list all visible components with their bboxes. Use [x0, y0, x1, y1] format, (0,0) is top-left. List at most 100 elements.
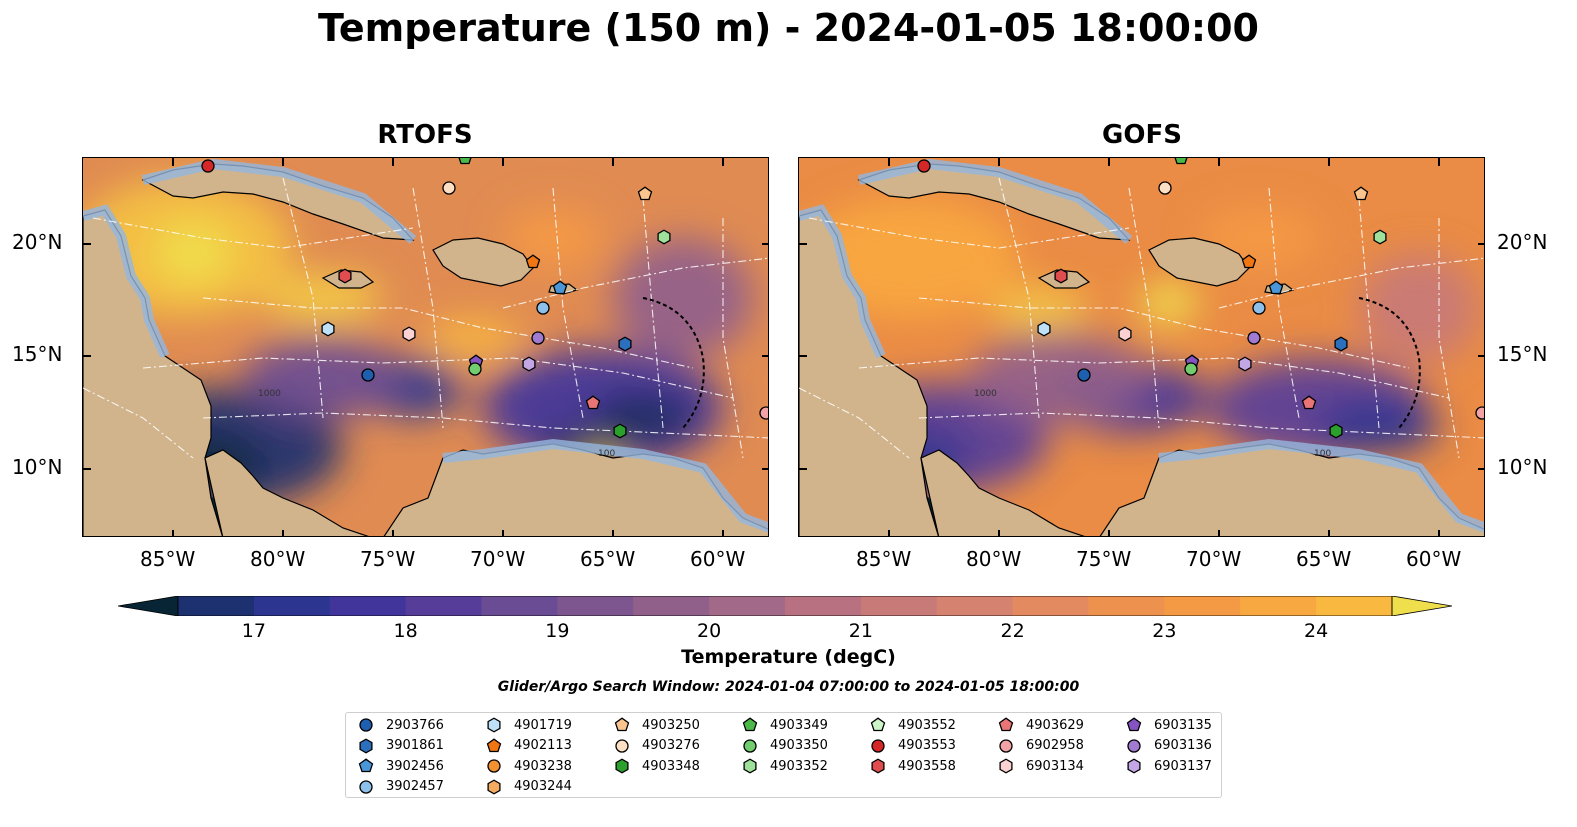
float-marker-6903134 — [1118, 326, 1132, 342]
eez-boundary — [282, 177, 324, 419]
float-marker-4902113 — [525, 254, 541, 269]
legend-marker — [871, 758, 885, 774]
isobath-label: 100 — [1314, 449, 1331, 459]
legend-item-4903352: 4903352 — [742, 758, 828, 774]
legend-marker — [487, 717, 501, 733]
legend-item-6903135: 6903135 — [1126, 717, 1212, 733]
legend-item-2903766: 2903766 — [358, 717, 444, 733]
land-mass — [1148, 237, 1250, 287]
legend-label: 4902113 — [514, 738, 572, 753]
lon-tick-label: 85°W — [856, 547, 912, 571]
pentagon-marker-icon — [870, 717, 886, 732]
hexagon-marker-icon — [999, 758, 1013, 774]
legend-marker — [358, 758, 374, 773]
pentagon-marker-icon — [1126, 717, 1142, 732]
land-mass — [204, 449, 369, 536]
lat-tick-label: 15°N — [12, 342, 63, 366]
colorbar-segment — [178, 596, 255, 616]
lon-tick-label: 80°W — [966, 547, 1022, 571]
legend-marker — [1127, 738, 1141, 753]
eez-boundary — [918, 412, 1484, 439]
float-marker-4903276 — [1158, 181, 1172, 195]
pentagon-marker-icon — [742, 717, 758, 732]
legend-label: 6903134 — [1026, 758, 1084, 774]
isobath-label: 1000 — [258, 389, 281, 399]
eez-boundary — [808, 217, 1130, 249]
eez-boundary — [1358, 197, 1380, 429]
legend-label: 3902456 — [386, 758, 444, 774]
legend-marker — [1126, 717, 1142, 732]
float-marker-3901861 — [618, 336, 632, 352]
float-marker-6903136 — [1247, 331, 1261, 345]
colorbar-tick-label: 18 — [393, 620, 418, 642]
lon-tick-label: 60°W — [1406, 547, 1462, 571]
legend-item-3902457: 3902457 — [358, 779, 444, 795]
lon-tick-label: 70°W — [470, 547, 526, 571]
shelf-edge — [799, 204, 886, 359]
legend-marker — [615, 758, 629, 774]
colorbar-tick-label: 20 — [697, 620, 722, 642]
hexagon-marker-icon — [615, 758, 629, 774]
hexagon-marker-icon — [359, 737, 373, 754]
land-mass — [432, 237, 534, 287]
legend-item-4902113: 4902113 — [486, 737, 572, 754]
legend-item-3901861: 3901861 — [358, 737, 444, 754]
legend-item-4901719: 4901719 — [486, 717, 572, 733]
float-marker-4903250 — [637, 186, 653, 201]
land-mass — [920, 449, 1085, 536]
lat-tick-label: 20°N — [1497, 230, 1548, 254]
legend-label: 6903135 — [1154, 717, 1212, 733]
colorbar-tick-label: 22 — [1000, 620, 1025, 642]
legend-item-6902958: 6902958 — [998, 738, 1084, 754]
rtofs-map-canvas: 1000 100 — [83, 158, 768, 536]
lesser-antilles — [1358, 297, 1421, 429]
float-marker-4903349 — [458, 158, 472, 165]
colorbar-tick-label: 24 — [1304, 620, 1329, 642]
float-marker-4903352 — [657, 229, 671, 245]
colorbar-segment — [860, 596, 938, 616]
legend-marker — [871, 738, 885, 753]
colorbar-segment — [709, 596, 786, 616]
eez-boundary — [918, 297, 1410, 369]
legend-label: 3902457 — [386, 779, 444, 794]
eez-boundary — [502, 257, 768, 309]
shelf-edge — [442, 438, 768, 533]
circle-marker-icon — [487, 759, 501, 773]
eez-boundary — [799, 387, 910, 459]
float-marker-6903134 — [402, 326, 416, 342]
circle-marker-icon — [615, 738, 629, 753]
float-marker-4903629 — [585, 395, 601, 410]
colorbar — [118, 596, 1452, 616]
eez-boundary — [202, 412, 768, 439]
isobath-label: 1000 — [974, 389, 997, 399]
lon-tick-label: 75°W — [360, 547, 416, 571]
legend-marker — [359, 779, 373, 794]
circle-marker-icon — [359, 718, 373, 732]
float-marker-3902456 — [1268, 280, 1284, 295]
float-marker-4901719 — [321, 321, 335, 337]
float-marker-4903350 — [1184, 362, 1198, 376]
gofs-map-canvas: 1000 100 — [799, 158, 1484, 536]
legend-marker — [487, 778, 501, 795]
colorbar-under-arrow — [118, 596, 179, 616]
eez-boundary — [858, 357, 1450, 399]
legend-label: 6902958 — [1026, 738, 1084, 753]
float-marker-3901861 — [1334, 336, 1348, 352]
legend-label: 4903552 — [898, 717, 956, 733]
legend-label: 4903350 — [770, 738, 828, 753]
pentagon-marker-icon — [614, 717, 630, 732]
legend-label: 4903629 — [1026, 717, 1084, 733]
pentagon-marker-icon — [358, 758, 374, 773]
legend-item-4903244: 4903244 — [486, 778, 572, 795]
float-marker-4903348 — [613, 423, 627, 439]
legend-label: 4903349 — [770, 717, 828, 733]
legend-marker — [615, 738, 629, 753]
eez-boundary — [552, 187, 584, 419]
legend-label: 4901719 — [514, 717, 572, 733]
eez-boundary — [722, 218, 744, 459]
lon-tick-label: 65°W — [580, 547, 636, 571]
float-marker-4903276 — [442, 181, 456, 195]
float-marker-4903349 — [1174, 158, 1188, 165]
lon-tick-label: 70°W — [1186, 547, 1242, 571]
float-marker-4903352 — [1373, 229, 1387, 245]
